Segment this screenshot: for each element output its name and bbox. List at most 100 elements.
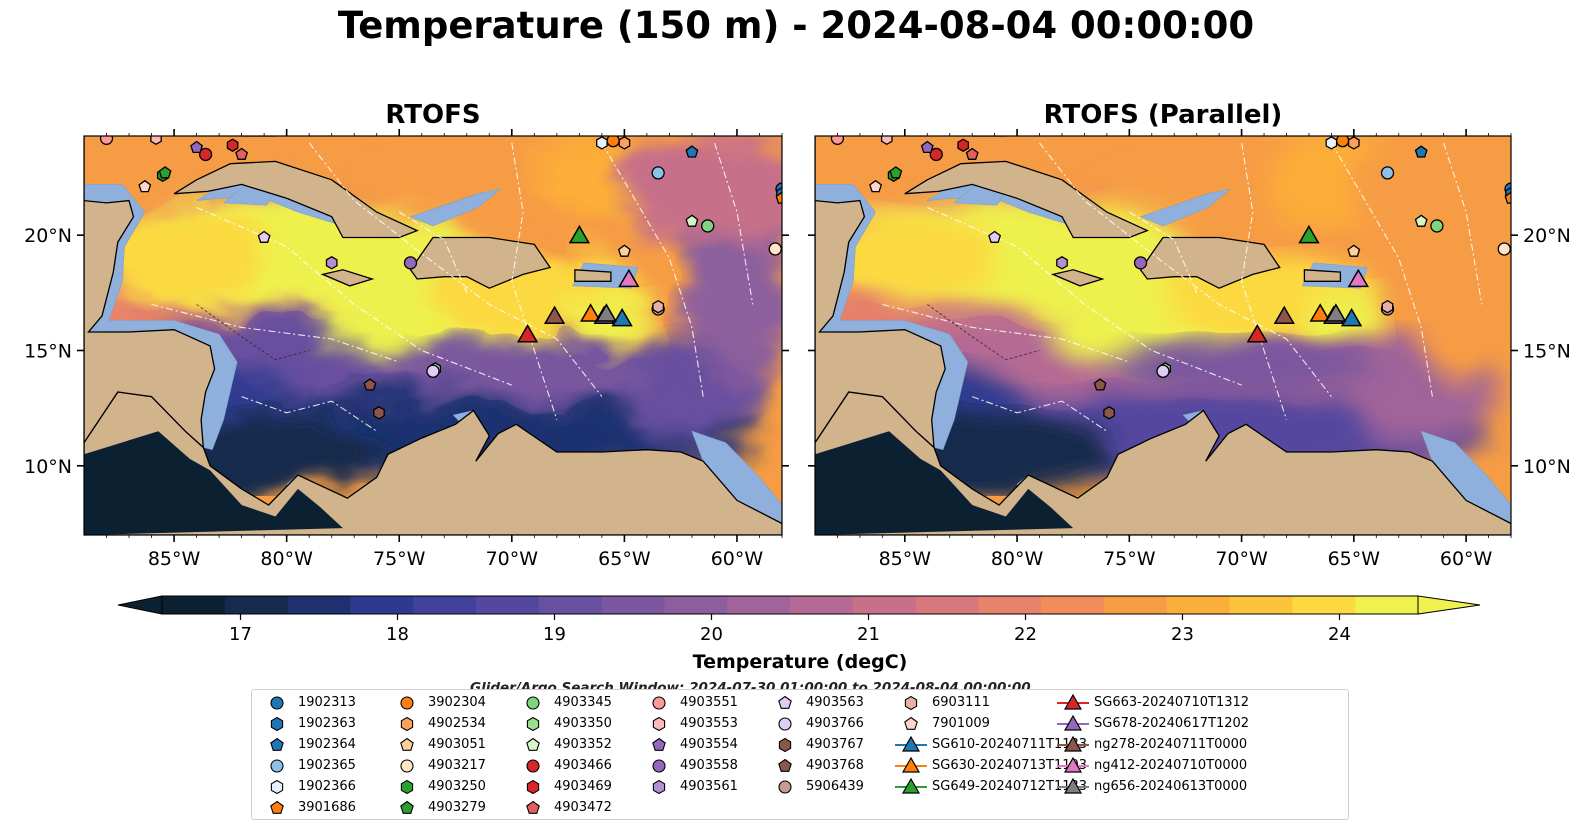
argo-float-1902365 [1380,166,1395,180]
legend-label: SG610-20240711T1133 [932,737,1088,752]
legend-marker [400,759,414,773]
eez-boundaries [151,142,754,432]
glider-markers [516,224,640,343]
legend-marker [652,779,666,795]
argo-float-4903217 [1497,242,1511,256]
legend-marker [270,800,284,814]
legend-marker [526,779,540,795]
argo-float-4903561 [1056,256,1068,270]
legend-label: 1902365 [298,758,356,773]
colorbar-segment [1292,596,1356,614]
legend-label: 4903472 [554,800,612,815]
glider-ng278-20240711T0000 [543,305,566,325]
legend-label: ng656-20240613T0000 [1094,779,1248,794]
colorbar-tick-label: 21 [857,624,880,645]
legend-label: 3901686 [298,800,356,815]
argo-float-4903768 [363,378,377,391]
argo-float-4903554 [920,140,934,154]
argo-float-4903551 [830,136,845,145]
argo-float-4903563 [988,230,1002,243]
legend-marker [400,696,414,710]
colorbar-segment [915,596,979,614]
colorbar: 17 18 19 20 21 22 23 24 Temperature (degC) [117,595,1481,673]
colorbar-segment [1104,596,1168,614]
pacific-ocean [815,431,1074,535]
argo-float-4903766 [1156,364,1170,378]
glider-SG630-20240713T1103 [1309,303,1331,322]
land-south [84,391,782,535]
colorbar-segment [224,596,289,614]
legend-marker [1057,757,1089,773]
depth-contour-1000 [196,303,310,361]
glider-ng412-20240710T0000 [1347,268,1370,288]
argo-float-4903553 [150,136,162,146]
glider-ng412-20240710T0000 [618,268,640,288]
legend-marker [270,716,284,732]
colorbar-segment [538,596,603,614]
lat-tick-label: 10°N [24,456,72,478]
lat-tick-label: 15°N [24,340,72,362]
argo-float-4903561 [325,256,338,270]
legend-label: 4902534 [428,716,486,731]
argo-float-4902534 [1347,136,1360,150]
colorbar-tick-label: 17 [229,624,252,645]
glider-SG610-20240711T1133 [1340,307,1363,327]
colorbar-tick-label: 23 [1171,624,1194,645]
colorbar-segment [1229,596,1293,614]
legend-marker [778,695,792,709]
legend-label: 4903554 [680,737,738,752]
legend-label: 7901009 [932,716,990,731]
argo-float-4903767 [1103,406,1115,420]
lon-tick-label: 85°W [879,548,932,570]
argo-float-4903472 [235,147,249,160]
lon-tick-label: 75°W [1103,548,1156,570]
legend-marker [526,737,540,751]
colorbar-tick-label: 19 [543,624,566,645]
land-cuba [173,160,419,239]
argo-float-4903558 [403,256,418,270]
land-jamaica [1050,269,1105,287]
legend-marker [400,737,414,751]
land-puertorico [574,269,612,282]
legend-label: SG678-20240617T1202 [1094,716,1250,731]
legend-label: 6903111 [932,695,990,710]
argo-float-4903469 [957,138,970,152]
legend-label: 4903766 [806,716,864,731]
legend-marker [1057,736,1089,752]
glider-SG649-20240712T1133 [1298,224,1320,244]
argo-float-4903472 [965,147,979,160]
land-south [815,391,1511,535]
legend-label: 1902313 [298,695,356,710]
land-hispaniola [1139,236,1281,289]
argo-float-4903554 [190,140,204,154]
argo-float-1902366 [1325,136,1338,150]
colorbar-segment [852,596,917,614]
lon-tick-label: 80°W [991,548,1044,570]
colorbar-extend-low [117,595,163,615]
lon-tick-label: 70°W [486,548,539,570]
argo-float-4903563 [257,230,271,243]
argo-float-4903766 [426,364,440,378]
argo-float-4903279 [889,166,903,179]
lon-tick-label: 65°W [1328,548,1381,570]
argo-float-4903558 [1133,256,1148,270]
colorbar-label: Temperature (degC) [693,651,908,673]
map-frame [814,135,1512,536]
depth-contour-1000 [927,303,1040,361]
figure-title: Temperature (150 m) - 2024-08-04 00:00:0… [337,4,1255,47]
legend-marker [526,716,540,732]
legend-label: 4903250 [428,779,486,794]
legend-marker [652,737,666,751]
legend-label: 4903051 [428,737,486,752]
argo-float-4903051 [617,244,631,257]
lat-tick-label: 15°N [1523,340,1571,362]
legend-label: SG630-20240713T1103 [932,758,1088,773]
legend-label: 4903768 [806,758,864,773]
argo-float-4902534 [618,136,631,150]
argo-float-4903551 [99,136,114,145]
legend-label: 1902366 [298,779,356,794]
legend-marker [526,696,540,710]
legend-marker [652,759,666,773]
legend-marker [904,716,918,730]
shelf-area [1139,188,1231,227]
